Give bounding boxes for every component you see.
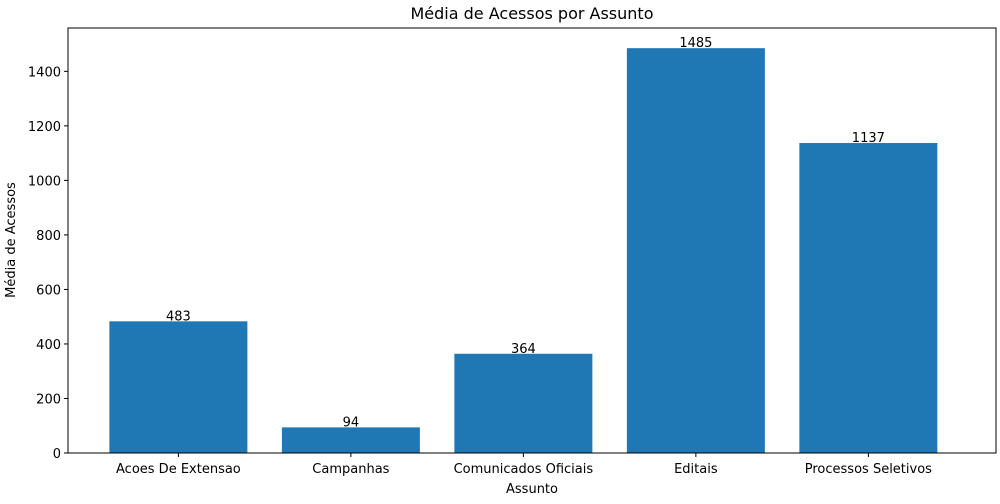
bar-value-label: 1137	[852, 131, 885, 146]
y-tick-label: 800	[36, 229, 61, 244]
x-tick-label: Comunicados Oficiais	[454, 462, 594, 477]
data-labels-group: 483 94 364 1485 1137	[166, 36, 885, 430]
y-tick-label: 1400	[28, 65, 61, 80]
y-tick-label: 600	[36, 283, 61, 298]
y-axis-label: Média de Acessos	[4, 182, 19, 298]
y-tick-label: 400	[36, 338, 61, 353]
x-axis-label: Assunto	[506, 482, 558, 497]
bars-group	[109, 48, 938, 453]
y-tick-label: 1000	[28, 174, 61, 189]
bar	[281, 427, 420, 453]
bar-value-label: 1485	[679, 36, 712, 51]
plot-area-frame	[67, 27, 997, 454]
bar-value-label: 94	[343, 415, 360, 430]
x-tick-label: Processos Seletivos	[805, 462, 932, 477]
y-tick-label: 200	[36, 392, 61, 407]
x-axis-ticks: Acoes De Extensao Campanhas Comunicados Of…	[116, 453, 932, 477]
y-axis-ticks: 0 200 400 600 800 1000 1200 1400	[28, 65, 68, 462]
bar	[626, 48, 765, 453]
bar	[454, 353, 593, 453]
x-tick-label: Campanhas	[312, 462, 389, 477]
bar	[109, 321, 248, 453]
bar-value-label: 483	[166, 309, 191, 324]
bar	[799, 143, 938, 453]
y-tick-label: 0	[53, 447, 61, 462]
x-tick-label: Acoes De Extensao	[116, 462, 241, 477]
x-tick-label: Editais	[674, 462, 718, 477]
bar-value-label: 364	[511, 342, 536, 357]
y-tick-label: 1200	[28, 120, 61, 135]
chart-title: Média de Acessos por Assunto	[411, 4, 654, 23]
